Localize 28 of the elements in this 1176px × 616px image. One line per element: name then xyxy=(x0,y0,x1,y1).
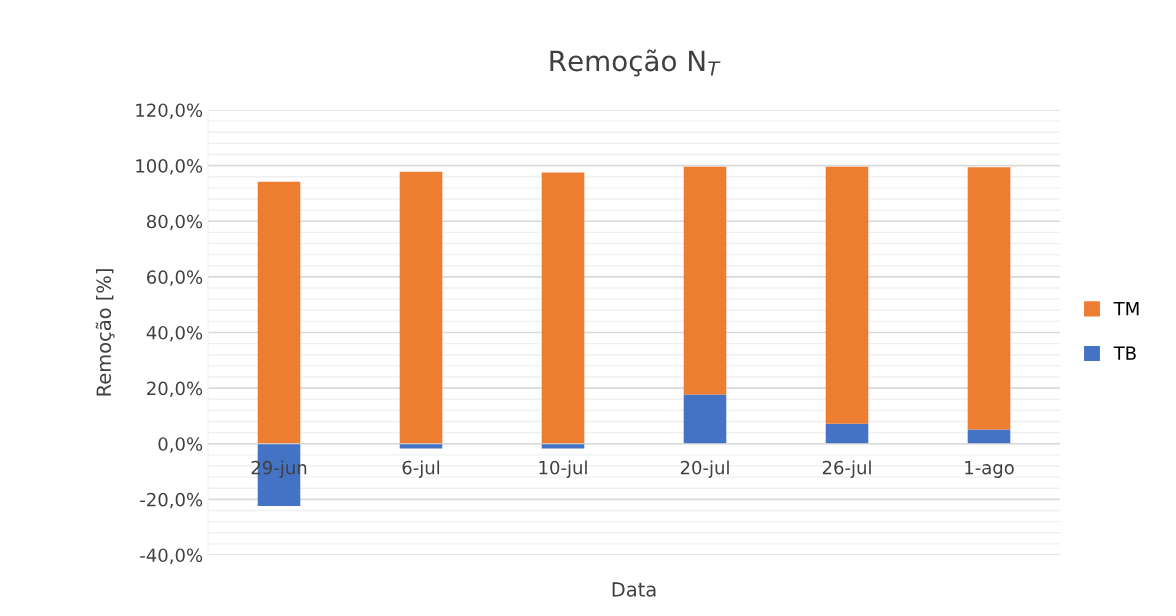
x-tick-label: 10-jul xyxy=(539,460,587,478)
y-tick-label: 100,0% xyxy=(136,159,203,175)
x-tick-label: 1-ago xyxy=(965,460,1014,478)
bar xyxy=(825,423,869,444)
y-axis-title: Remoção [%] xyxy=(95,269,115,396)
y-tick-label: 0,0% xyxy=(158,437,203,453)
y-tick-label: -20,0% xyxy=(140,492,203,509)
chart-title: Remoção N$_{T}$ xyxy=(550,49,721,77)
x-tick-label: 6-jul xyxy=(402,460,440,478)
y-tick-label: 20,0% xyxy=(147,381,203,398)
bar xyxy=(399,171,443,444)
legend-label: TM xyxy=(1113,302,1139,316)
x-tick-label: 26-jul xyxy=(822,460,871,478)
y-tick-label: -40,0% xyxy=(140,548,203,564)
x-axis-title: Data xyxy=(612,582,656,597)
y-tick-label: 60,0% xyxy=(147,270,203,286)
x-tick-label: 20-jul xyxy=(680,460,729,478)
bar xyxy=(967,429,1011,444)
bar xyxy=(683,166,727,395)
bar xyxy=(683,394,727,444)
y-tick-label: 40,0% xyxy=(146,325,203,342)
y-tick-label: 80,0% xyxy=(147,214,203,231)
y-tick-label: 120,0% xyxy=(136,103,203,119)
bar xyxy=(967,167,1011,430)
bar xyxy=(257,181,301,444)
bar xyxy=(825,166,869,424)
legend-label: TB xyxy=(1113,346,1136,360)
bar xyxy=(541,172,585,444)
